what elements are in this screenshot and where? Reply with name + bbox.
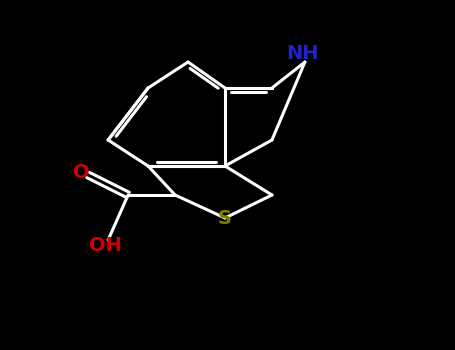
Text: S: S: [218, 209, 232, 228]
Text: OH: OH: [90, 236, 122, 255]
Text: O: O: [73, 163, 90, 182]
Text: NH: NH: [286, 44, 319, 63]
